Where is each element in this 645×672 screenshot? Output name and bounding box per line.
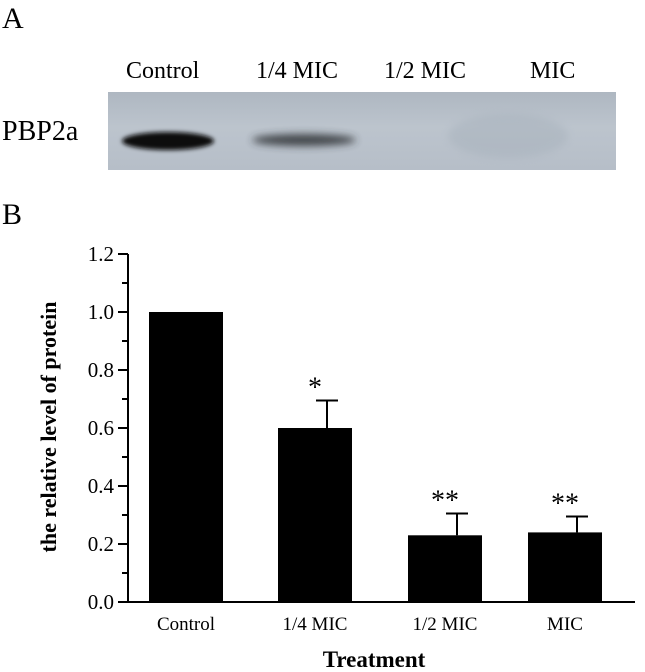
y-tick-label: 0.0 xyxy=(88,590,114,614)
blot-lane-label-quarter-mic: 1/4 MIC xyxy=(256,58,339,84)
panel-b-label: B xyxy=(2,198,23,231)
significance-mark-3: ** xyxy=(551,488,579,519)
blot-protein-label: PBP2a xyxy=(2,116,79,147)
bar-0 xyxy=(149,312,223,602)
blot-band-quarter-mic xyxy=(252,134,356,146)
significance-mark-2: ** xyxy=(431,486,459,517)
y-tick-label: 1.2 xyxy=(88,242,114,266)
y-axis-label: the relative level of protein xyxy=(36,302,61,553)
blot-lane-label-half-mic: 1/2 MIC xyxy=(384,58,467,84)
bar-1 xyxy=(278,428,352,602)
x-axis-label: Treatment xyxy=(323,647,426,672)
x-tick-label-3: MIC xyxy=(547,614,583,635)
y-tick-label: 1.0 xyxy=(88,300,114,324)
bar-2 xyxy=(408,535,482,602)
blot-smudge xyxy=(448,114,568,158)
blot-lane-label-control: Control xyxy=(126,58,200,84)
x-tick-label-1: 1/4 MIC xyxy=(283,614,348,635)
western-blot-bands xyxy=(122,114,568,158)
x-tick-label-0: Control xyxy=(157,614,215,635)
y-tick-label: 0.8 xyxy=(88,358,114,382)
blot-lane-label-mic: MIC xyxy=(530,58,576,84)
y-tick-label: 0.6 xyxy=(88,416,114,440)
y-tick-label: 0.4 xyxy=(88,474,115,498)
significance-mark-1: * xyxy=(308,372,322,403)
y-tick-label: 0.2 xyxy=(88,532,114,556)
blot-band-control xyxy=(122,132,214,150)
x-tick-label-2: 1/2 MIC xyxy=(413,614,478,635)
bar-3 xyxy=(528,532,602,602)
western-blot-image xyxy=(108,92,616,170)
chart-bars: *** ** xyxy=(149,312,602,602)
panel-a-label: A xyxy=(2,2,24,35)
chart-ticks: 0.0 0.2 0.4 0.6 0.8 1.0 1.2 Control 1/4 MIC 1/2 M… xyxy=(88,242,583,635)
